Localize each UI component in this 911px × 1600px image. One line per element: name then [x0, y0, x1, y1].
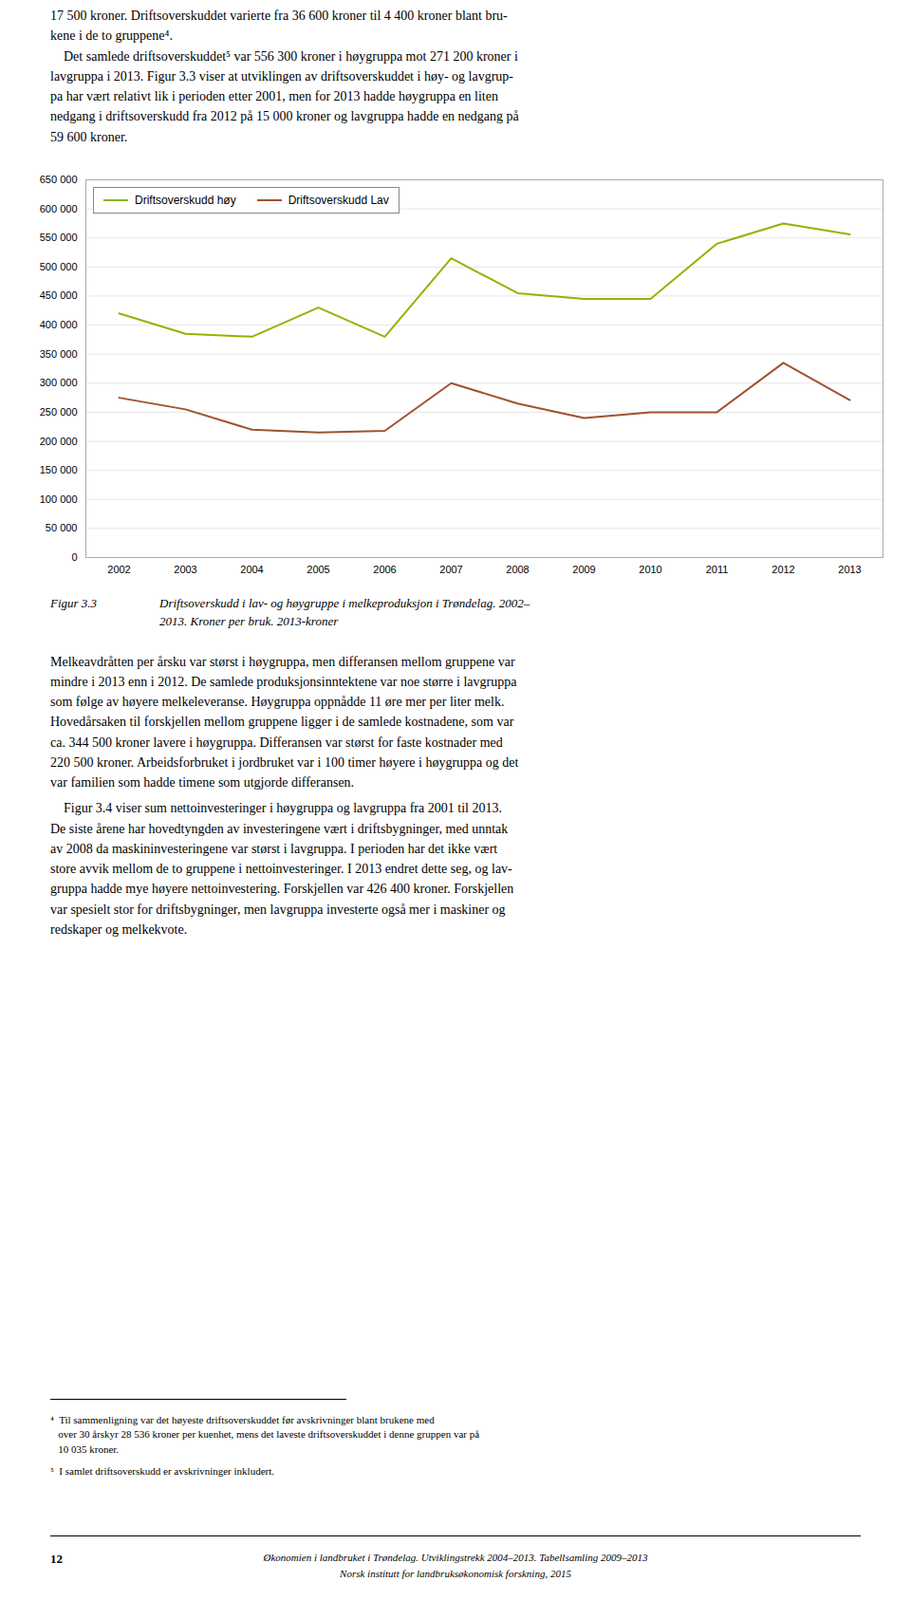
svg-text:2009: 2009 — [572, 563, 595, 576]
svg-text:2013: 2013 — [837, 563, 861, 576]
svg-text:400 000: 400 000 — [39, 318, 78, 331]
svg-text:2010: 2010 — [638, 563, 662, 576]
svg-text:2004: 2004 — [240, 563, 263, 576]
html-text:17 500 kroner. Driftsoverskudd: 17 500 kroner. Driftsoverskuddet variert… — [50, 8, 519, 144]
svg-text:100 000: 100 000 — [39, 493, 78, 505]
html-text:Figur 3.3: Figur 3.3 — [50, 595, 97, 611]
svg-text:150 000: 150 000 — [39, 464, 78, 476]
svg-text:300 000: 300 000 — [39, 376, 78, 389]
svg-text:500 000: 500 000 — [39, 260, 78, 273]
svg-text:50 000: 50 000 — [45, 521, 78, 534]
html-text:⁴ Til sammenligning var det hø: ⁴ Til sammenligning var det høyeste drif… — [50, 1414, 480, 1455]
svg-text:650 000: 650 000 — [39, 173, 78, 186]
html-text:Melkeavdråtten per årsku var s: Melkeavdråtten per årsku var størst i hø… — [50, 654, 519, 790]
html-text:Driftsoverskudd i lav- og høyg: Driftsoverskudd i lav- og høygruppe i me… — [159, 595, 530, 628]
html-text:Figur 3.4 viser sum nettoinves: Figur 3.4 viser sum nettoinvesteringer i… — [50, 801, 514, 937]
svg-text:2007: 2007 — [439, 563, 463, 576]
svg-text:2003: 2003 — [173, 563, 197, 576]
html-text:Driftsoverskudd Lav: Driftsoverskudd Lav — [288, 193, 389, 207]
svg-text:0: 0 — [71, 551, 77, 563]
svg-text:2005: 2005 — [306, 563, 330, 576]
svg-text:600 000: 600 000 — [39, 202, 78, 214]
svg-text:2008: 2008 — [505, 563, 529, 576]
svg-text:550 000: 550 000 — [39, 231, 78, 243]
svg-text:2006: 2006 — [372, 563, 396, 576]
html-text:12: 12 — [50, 1551, 63, 1566]
svg-text:2011: 2011 — [706, 563, 729, 576]
svg-text:200 000: 200 000 — [39, 434, 78, 447]
html-text:Driftsoverskudd høy: Driftsoverskudd høy — [134, 193, 237, 207]
svg-text:2002: 2002 — [107, 563, 131, 576]
svg-text:450 000: 450 000 — [39, 289, 78, 301]
svg-text:2012: 2012 — [771, 563, 795, 576]
svg-text:250 000: 250 000 — [39, 406, 78, 418]
html-text:Norsk institutt for landbruksø: Norsk institutt for landbruksøkonomisk f… — [339, 1567, 572, 1579]
html-text:Økonomien i landbruket i Trønd: Økonomien i landbruket i Trøndelag. Utvi… — [263, 1551, 648, 1563]
svg-text:350 000: 350 000 — [39, 348, 78, 360]
html-text:⁵ I samlet driftsoverskudd er: ⁵ I samlet driftsoverskudd er avskrivnin… — [50, 1465, 275, 1477]
